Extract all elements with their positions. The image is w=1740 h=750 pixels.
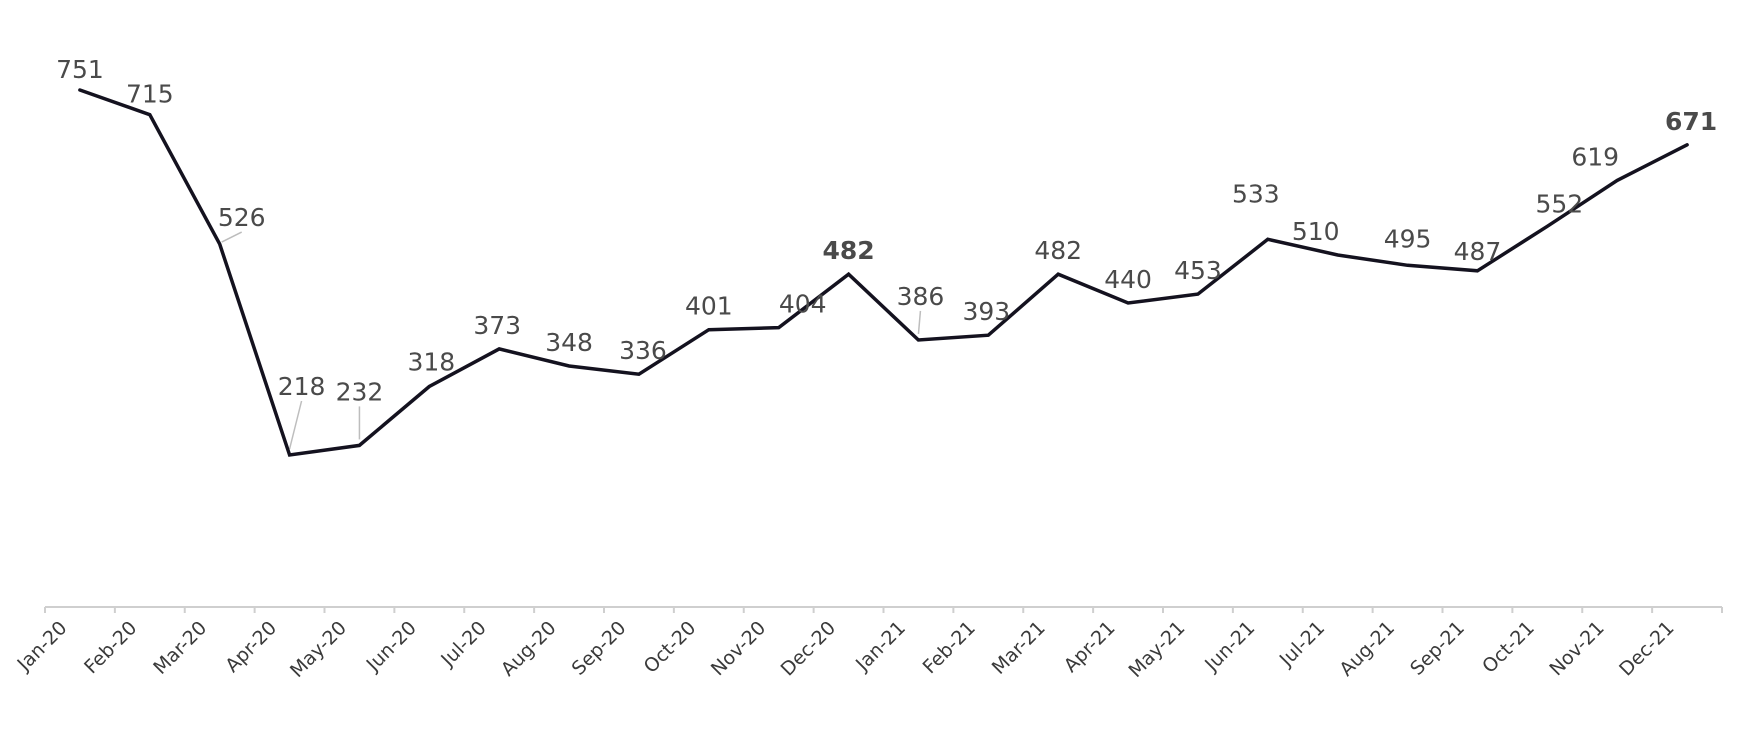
data-label-sep-21: 487 — [1454, 237, 1502, 266]
leader-lines — [221, 231, 922, 450]
x-tick-label-jun-20: Jun-20 — [362, 617, 421, 676]
data-label-sep-20: 336 — [619, 336, 667, 365]
x-tick-label-oct-20: Oct-20 — [640, 617, 701, 678]
leader-line — [917, 310, 922, 335]
x-tick-label-mar-20: Mar-20 — [149, 617, 211, 679]
data-label-dec-20-highlight: 482 — [822, 236, 874, 265]
x-tick-label-may-21: May-21 — [1124, 617, 1189, 682]
series-line — [78, 88, 1689, 457]
data-label-may-20: 232 — [336, 377, 384, 406]
data-label-dec-21-highlight: 671 — [1665, 107, 1717, 136]
x-tick-label-feb-20: Feb-20 — [80, 617, 141, 678]
data-label-may-21: 453 — [1174, 256, 1222, 285]
leader-line — [221, 231, 243, 243]
data-label-apr-20: 218 — [278, 372, 326, 401]
data-label-aug-20: 348 — [545, 328, 593, 357]
data-labels: 751 715 526 218 232 318 373 348 336 401 404 482 386 3… — [56, 55, 1717, 406]
data-label-jan-21: 386 — [897, 282, 945, 311]
data-label-feb-21: 393 — [962, 297, 1010, 326]
data-label-feb-20: 715 — [126, 80, 174, 109]
data-label-jul-20: 373 — [473, 311, 521, 340]
x-tick-label-jul-21: Jul-21 — [1275, 617, 1329, 671]
x-tick-labels: Jan-20 Feb-20 Mar-20 Apr-20 May-20 Jun-20 Jul-… — [13, 617, 1679, 682]
x-tick-label-jun-21: Jun-21 — [1200, 617, 1259, 676]
data-label-jan-20: 751 — [56, 55, 104, 84]
x-tick-label-sep-21: Sep-21 — [1406, 617, 1469, 680]
data-label-jun-21: 533 — [1232, 179, 1280, 208]
data-label-mar-21: 482 — [1034, 236, 1082, 265]
data-label-aug-21: 495 — [1384, 224, 1432, 253]
x-tick-label-sep-20: Sep-20 — [568, 617, 631, 680]
x-tick-label-dec-20: Dec-20 — [777, 617, 841, 681]
data-label-mar-20: 526 — [218, 203, 266, 232]
x-tick-label-feb-21: Feb-21 — [919, 617, 980, 678]
x-tick-label-dec-21: Dec-21 — [1615, 617, 1679, 681]
x-tick-label-nov-20: Nov-20 — [707, 617, 770, 680]
x-tick-label-apr-20: Apr-20 — [221, 617, 281, 677]
x-tick-label-jan-20: Jan-20 — [13, 617, 72, 676]
x-tick-label-mar-21: Mar-21 — [988, 617, 1050, 679]
data-label-nov-21: 619 — [1571, 142, 1619, 171]
data-label-apr-21: 440 — [1104, 265, 1152, 294]
x-tick-label-oct-21: Oct-21 — [1478, 617, 1539, 678]
x-tick-label-apr-21: Apr-21 — [1060, 617, 1120, 677]
data-label-oct-20: 401 — [685, 292, 733, 321]
data-label-oct-21: 552 — [1535, 189, 1583, 218]
data-label-jun-20: 318 — [407, 348, 455, 377]
x-tick-label-aug-20: Aug-20 — [497, 617, 561, 681]
x-axis — [44, 606, 1723, 613]
x-tick-label-jan-21: Jan-21 — [851, 617, 910, 676]
x-tick-label-may-20: May-20 — [286, 617, 351, 682]
data-label-nov-20: 404 — [779, 290, 827, 319]
x-tick-label-nov-21: Nov-21 — [1545, 617, 1608, 680]
x-tick-label-aug-21: Aug-21 — [1335, 617, 1399, 681]
leader-line — [288, 400, 303, 450]
x-tick-label-jul-20: Jul-20 — [436, 617, 490, 671]
data-label-jul-21: 510 — [1292, 217, 1340, 246]
series-line-group — [78, 88, 1689, 457]
